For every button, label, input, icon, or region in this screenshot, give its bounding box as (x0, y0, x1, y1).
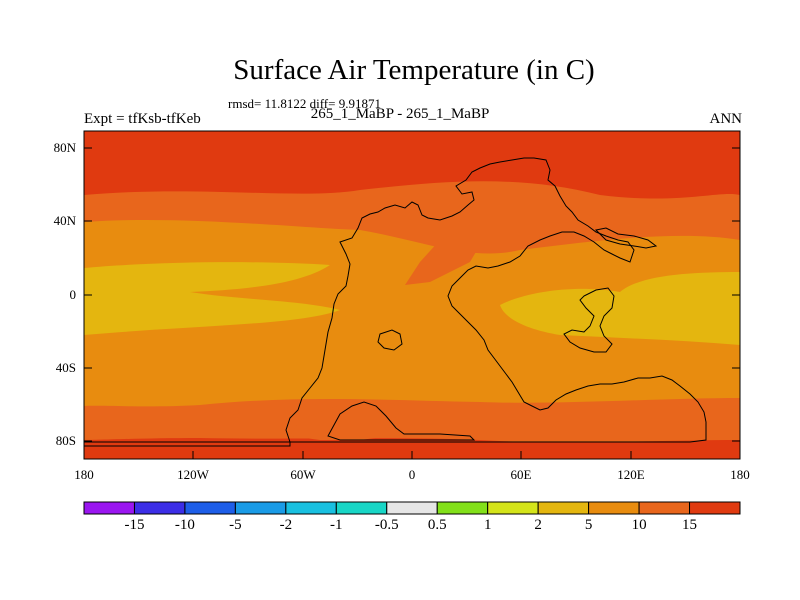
lon-tick-label: 0 (408, 467, 416, 482)
subtitle: 265_1_MaBP - 265_1_MaBP (310, 106, 490, 122)
lat-tick-label: 80S (55, 433, 76, 448)
colorbar-box (285, 501, 337, 515)
axis-ticks (83, 147, 741, 459)
stats-text: rmsd= 11.8122 diff= 9.91871 (228, 96, 381, 111)
lat-tick-label: 40N (53, 213, 76, 228)
colorbar-box (638, 501, 691, 515)
lat-tick-label: 40S (55, 360, 76, 375)
colorbar-label: -5 (229, 517, 242, 533)
colorbar-label: 15 (682, 517, 698, 533)
lon-tick-label: 60W (290, 467, 316, 482)
colorbar-box (436, 501, 489, 515)
colorbar-label: -15 (124, 517, 145, 533)
colorbar-label: -10 (174, 517, 195, 533)
colorbar-box (386, 501, 438, 515)
colorbar-box (588, 501, 640, 515)
warm-tongue-south (290, 402, 400, 440)
colorbar-box (487, 501, 539, 515)
coastlines (83, 157, 707, 447)
season-label: ANN (709, 111, 743, 127)
temperature-field (84, 131, 740, 459)
colorbar-label: -2 (279, 517, 293, 533)
colorbar-label: 1 (483, 517, 492, 533)
colorbar-box (537, 501, 590, 515)
colorbar (83, 501, 741, 515)
colorbar-label: -1 (330, 517, 343, 533)
experiment-label: Expt = tfKsb-tfKeb (84, 111, 201, 127)
lon-tick-label: 180 (74, 467, 94, 482)
lon-tick-label: 60E (510, 467, 532, 482)
colorbar-label: -0.5 (374, 517, 399, 533)
colorbar-label: 2 (534, 517, 542, 533)
lat-tick-label: 0 (69, 287, 77, 302)
lon-tick-label: 180 (730, 467, 750, 482)
ne-peninsula (594, 227, 658, 249)
colorbar-box (184, 501, 236, 515)
colorbar-label: 0.5 (427, 517, 447, 533)
lat-tick-label: 80N (53, 140, 76, 155)
colorbar-box (234, 501, 287, 515)
island-center (377, 329, 403, 351)
inner-south-sea (327, 401, 476, 441)
colorbar-label: 5 (584, 517, 593, 533)
colorbar-box (83, 501, 135, 515)
tropical-band (84, 262, 740, 345)
island-east (563, 287, 615, 353)
colorbar-box (689, 501, 741, 515)
colorbar-box (133, 501, 186, 515)
lon-tick-label: 120E (617, 467, 645, 482)
colorbar-box (335, 501, 388, 515)
colorbar-label: 10 (631, 517, 647, 533)
continent-main (285, 157, 707, 443)
warm-blob-north (405, 232, 480, 285)
plot-title: Surface Air Temperature (in C) (233, 54, 595, 86)
lon-tick-label: 120W (177, 467, 209, 482)
